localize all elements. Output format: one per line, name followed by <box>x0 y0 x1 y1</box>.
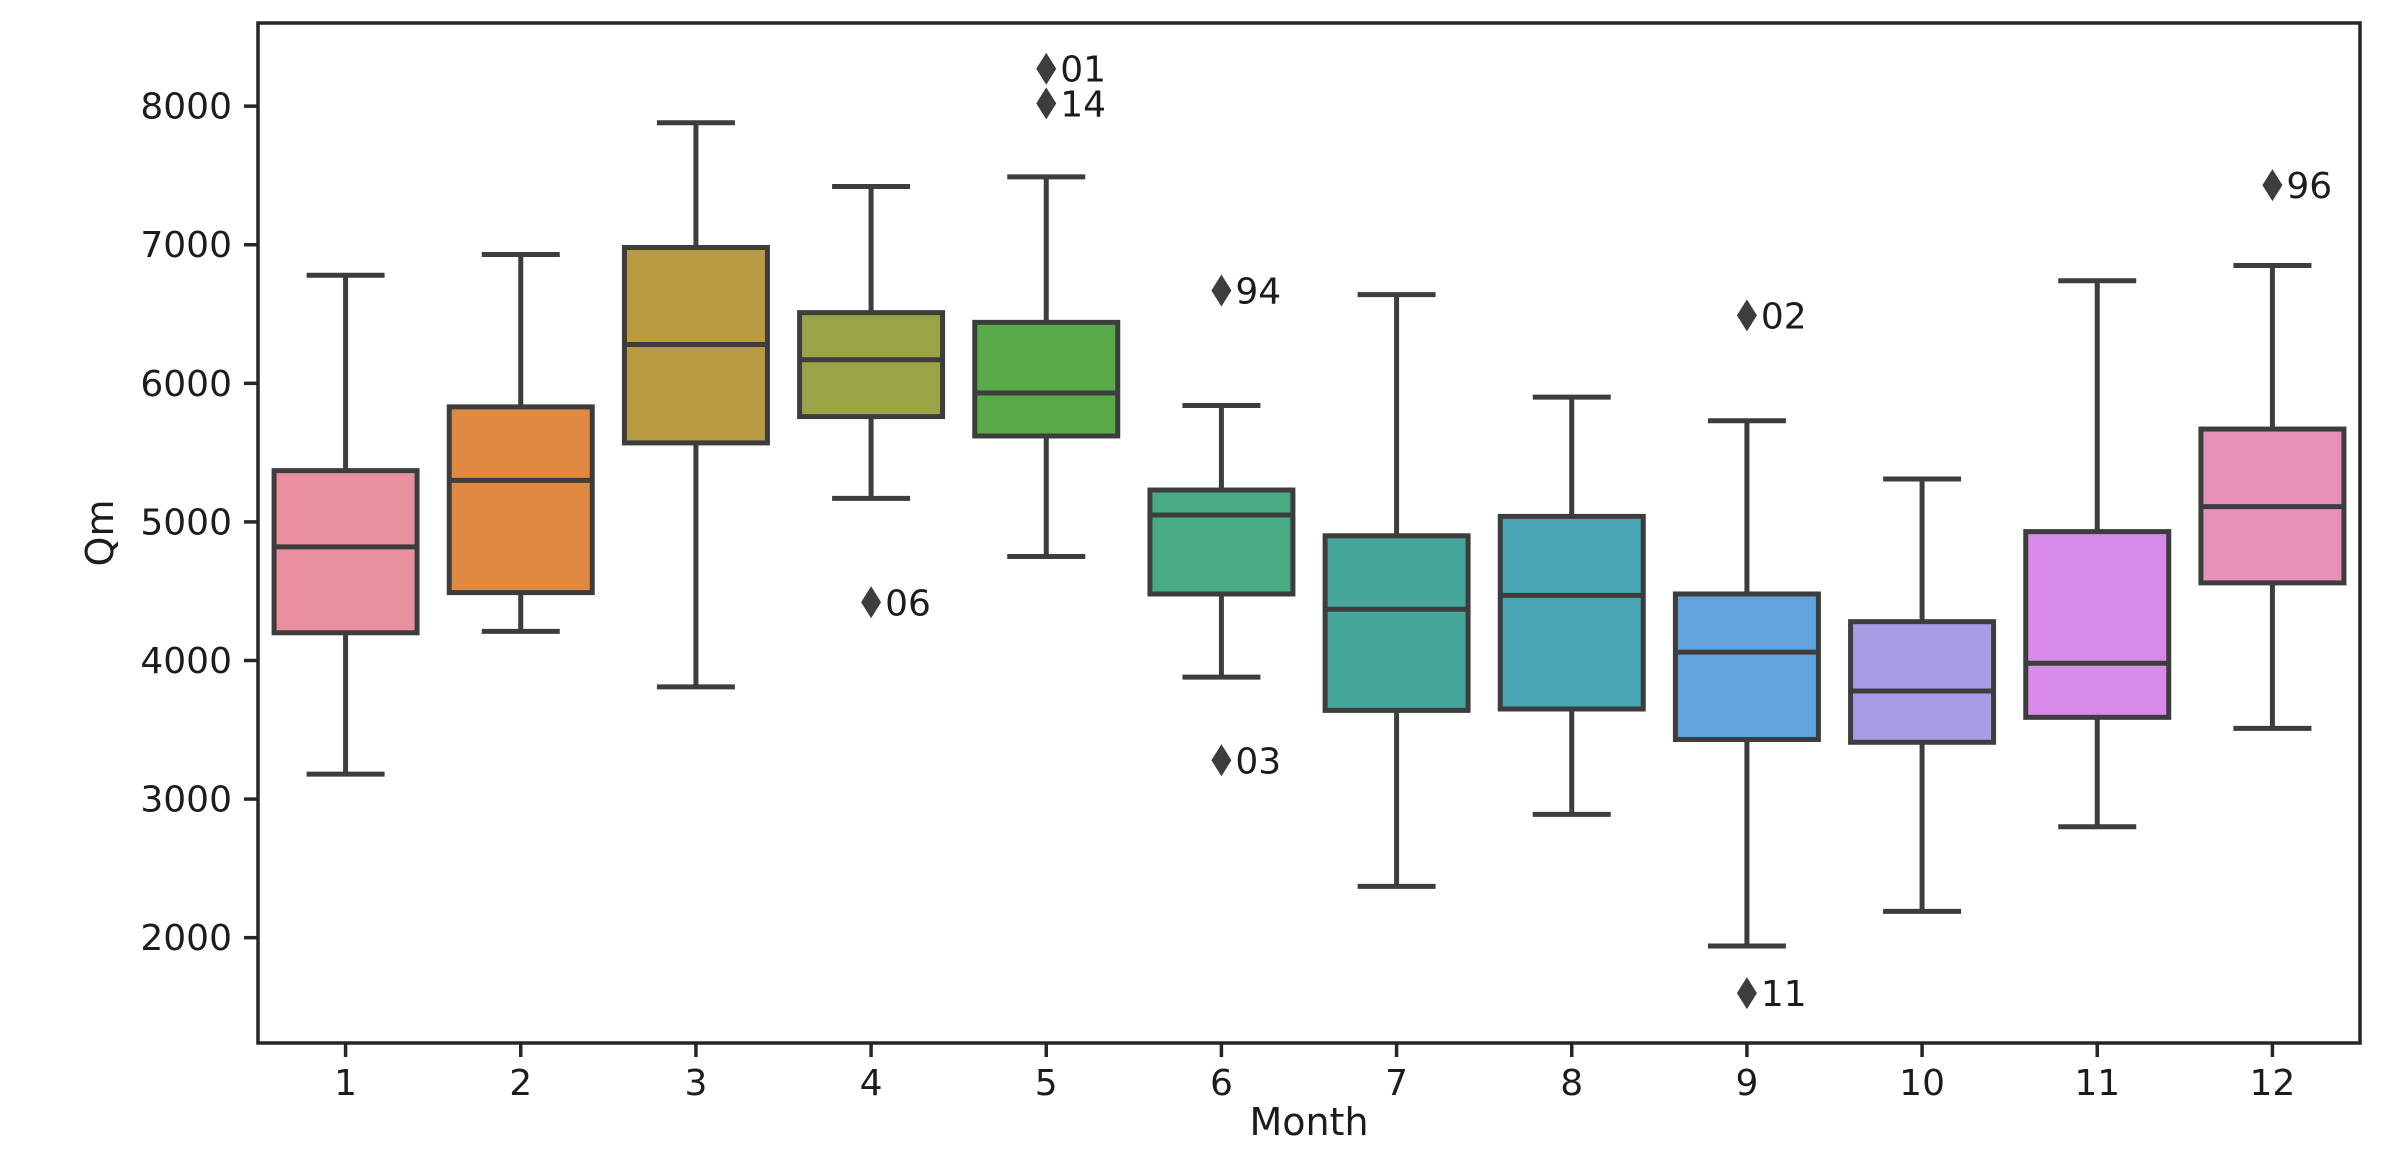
outlier-diamond-icon <box>1036 52 1057 85</box>
x-tick-label: 4 <box>860 1063 883 1104</box>
x-tick-label: 2 <box>509 1063 532 1104</box>
x-tick-label: 10 <box>1899 1063 1945 1104</box>
x-tick-label: 6 <box>1210 1063 1233 1104</box>
box-month-11 <box>2023 278 2172 830</box>
outlier-label: 06 <box>885 583 931 624</box>
outlier-label: 01 <box>1060 50 1106 91</box>
box-month-2 <box>446 251 595 634</box>
x-tick-label: 1 <box>334 1063 357 1104</box>
x-tick-label: 9 <box>1735 1063 1758 1104</box>
box-month-8 <box>1497 394 1646 817</box>
x-tick-label: 8 <box>1560 1063 1583 1104</box>
box-iqr <box>972 319 1121 439</box>
box-iqr <box>271 468 420 636</box>
x-tick-label: 7 <box>1385 1063 1408 1104</box>
x-tick-label: 3 <box>684 1063 707 1104</box>
outlier-label: 03 <box>1235 741 1281 782</box>
box-month-4: 06 <box>797 184 946 624</box>
y-tick-label: 6000 <box>140 364 232 405</box>
outlier-diamond-icon <box>1736 977 1757 1010</box>
y-tick-label: 2000 <box>140 918 232 959</box>
box-month-12: 96 <box>2198 166 2347 731</box>
box-month-1 <box>271 272 420 777</box>
y-axis-title: Qm <box>78 499 122 567</box>
box-month-6: 94 03 <box>1147 271 1296 782</box>
outlier-diamond-icon <box>2262 169 2283 202</box>
y-tick-label: 5000 <box>140 502 232 543</box>
box-iqr <box>1848 619 1997 745</box>
outlier-label: 96 <box>2286 166 2332 207</box>
plot-frame <box>256 21 2362 1045</box>
y-tick-label: 3000 <box>140 780 232 821</box>
box-iqr <box>446 404 595 596</box>
x-tick-label: 12 <box>2250 1063 2296 1104</box>
outlier-label: 14 <box>1060 84 1106 125</box>
x-axis-title: Month <box>1249 1100 1369 1144</box>
box-iqr <box>797 310 946 420</box>
outlier-diamond-icon <box>1211 744 1232 777</box>
box-iqr <box>1672 591 1821 742</box>
outlier-diamond-icon <box>1211 274 1232 307</box>
box-iqr <box>1147 487 1296 597</box>
box-month-3 <box>621 120 770 690</box>
y-tick-label: 7000 <box>140 225 232 266</box>
outlier-label: 94 <box>1235 271 1281 312</box>
outlier-diamond-icon <box>1736 299 1757 332</box>
box-iqr <box>1497 513 1646 712</box>
y-tick-label: 4000 <box>140 641 232 682</box>
x-tick-label: 5 <box>1035 1063 1058 1104</box>
box-month-7 <box>1322 292 1471 889</box>
outlier-label: 11 <box>1761 974 1807 1015</box>
outlier-diamond-icon <box>1036 87 1057 120</box>
outlier-label: 02 <box>1761 296 1807 337</box>
box-month-10 <box>1848 476 1997 914</box>
box-iqr <box>2023 529 2172 720</box>
box-iqr <box>1322 533 1471 713</box>
box-month-9: 02 11 <box>1672 296 1821 1015</box>
y-tick-label: 8000 <box>140 87 232 128</box>
x-tick-label: 11 <box>2074 1063 2120 1104</box>
outlier-diamond-icon <box>861 586 882 619</box>
